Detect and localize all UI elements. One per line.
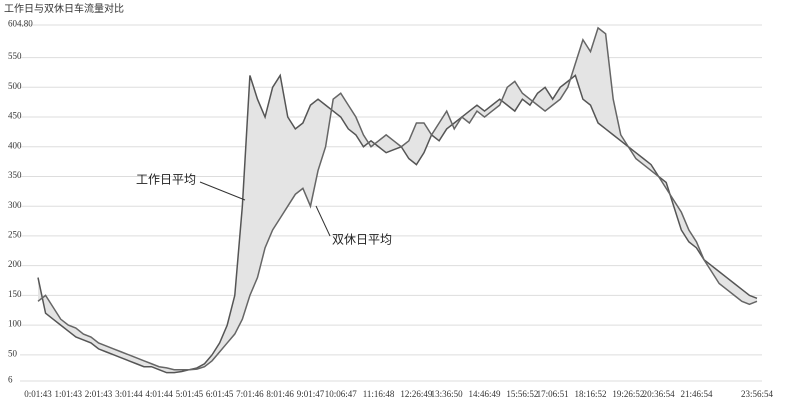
annotation: 工作日平均 (136, 173, 196, 187)
x-tick-label: 23:56:54 (741, 389, 774, 399)
fill-between (38, 27, 757, 373)
x-tick-label: 18:16:52 (574, 389, 606, 399)
y-tick-label: 550 (8, 51, 22, 61)
x-tick-label: 19:26:52 (612, 389, 644, 399)
y-tick-label: 400 (8, 140, 22, 150)
x-tick-label: 15:56:52 (506, 389, 538, 399)
line (37, 73, 758, 374)
annotation-arrow (315, 205, 331, 237)
y-tick-label: 450 (8, 111, 22, 121)
x-tick-label: 3:01:44 (115, 389, 143, 399)
x-tick-label: 17:06:51 (537, 389, 569, 399)
y-tick-label: 604.80 (8, 19, 33, 29)
x-tick-label: 2:01:43 (85, 389, 113, 399)
x-tick-label: 4:01:44 (145, 389, 173, 399)
x-tick-label: 6:01:45 (206, 389, 234, 399)
y-tick-label: 300 (8, 200, 22, 210)
y-tick-label: 200 (8, 259, 22, 269)
y-tick-label: 100 (8, 319, 22, 329)
annotation: 双休日平均 (332, 233, 392, 247)
x-tick-label: 10:06:47 (325, 389, 358, 399)
x-tick-label: 20:36:54 (643, 389, 676, 399)
x-tick-label: 0:01:43 (24, 389, 52, 399)
x-tick-label: 12:26:49 (400, 389, 433, 399)
y-tick-label: 6 (8, 375, 13, 385)
y-tick-label: 350 (8, 170, 22, 180)
x-tick-label: 5:01:45 (176, 389, 204, 399)
x-tick-label: 7:01:46 (236, 389, 264, 399)
x-tick-label: 9:01:47 (297, 389, 325, 399)
x-tick-label: 14:46:49 (469, 389, 502, 399)
y-tick-label: 50 (8, 348, 18, 358)
y-tick-label: 250 (8, 229, 22, 239)
chart-title: 工作日与双休日车流量对比 (4, 2, 124, 15)
y-tick-label: 150 (8, 289, 22, 299)
x-tick-label: 8:01:46 (266, 389, 294, 399)
y-tick-label: 500 (8, 81, 22, 91)
x-tick-label: 13:36:50 (431, 389, 464, 399)
annotation-arrow (199, 181, 246, 201)
line (37, 26, 758, 371)
x-tick-label: 21:46:54 (680, 389, 713, 399)
x-tick-label: 1:01:43 (55, 389, 83, 399)
x-tick-label: 11:16:48 (363, 389, 395, 399)
